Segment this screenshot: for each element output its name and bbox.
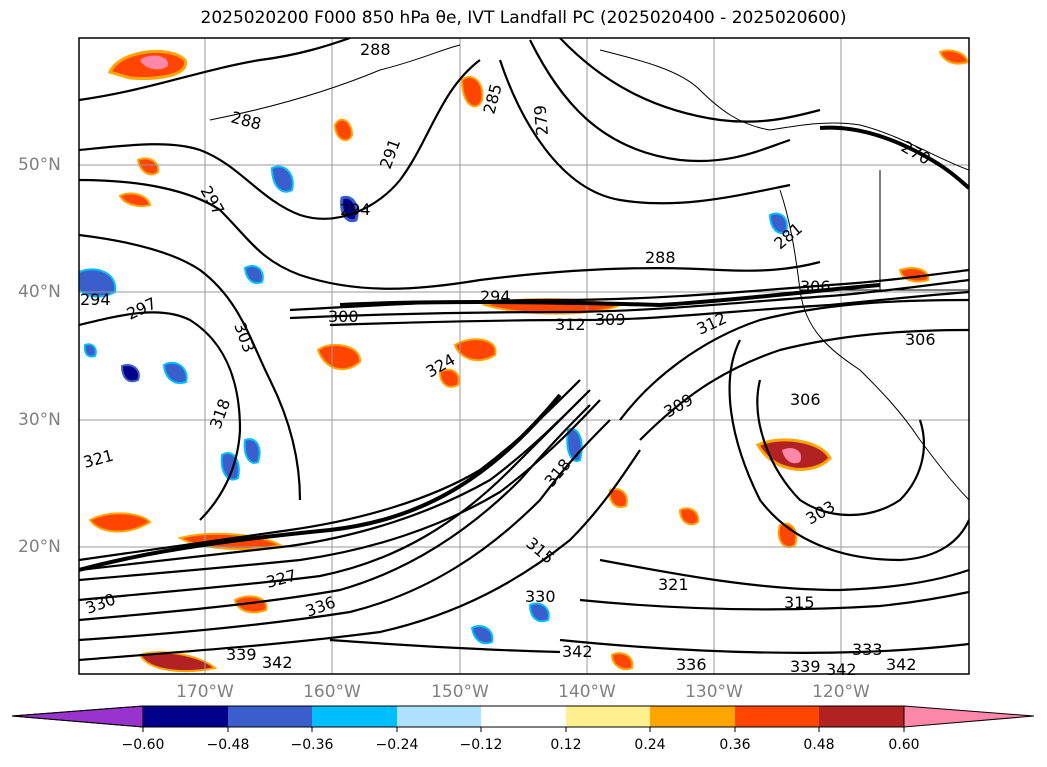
contour-label: 333 xyxy=(852,640,883,659)
lat-label: 50°N xyxy=(18,155,61,175)
contour-label: 342 xyxy=(886,655,917,674)
lon-label: 140°W xyxy=(558,682,616,702)
lon-label: 170°W xyxy=(176,682,234,702)
frontal-bundle xyxy=(79,125,969,572)
graticule xyxy=(79,38,969,674)
shaded-patches xyxy=(79,49,969,673)
contour-label: 294 xyxy=(480,287,511,306)
contour-label: 294 xyxy=(80,290,111,309)
lon-label: 160°W xyxy=(303,682,361,702)
plot-area xyxy=(79,38,969,674)
contour-label: 288 xyxy=(360,40,391,59)
plot-frame xyxy=(78,37,970,675)
contour-label: 342 xyxy=(562,642,593,661)
contour-label: 306 xyxy=(905,330,936,349)
lat-label: 20°N xyxy=(18,537,61,557)
colorbar-tick-label: 0.60 xyxy=(888,737,920,753)
contour-label: 309 xyxy=(595,310,626,329)
contour-label: 312 xyxy=(555,315,586,334)
colorbar-tick-label: −0.36 xyxy=(290,737,334,753)
contour-label: 294 xyxy=(340,200,371,219)
colorbar-tick-label: −0.48 xyxy=(206,737,250,753)
colorbar-tick-label: −0.60 xyxy=(121,737,165,753)
colorbar-tick-label: 0.36 xyxy=(719,737,751,753)
contour-label: 321 xyxy=(658,575,689,594)
contour-label: 339 xyxy=(226,645,257,664)
contour-label: 279 xyxy=(530,104,552,136)
map-title: 2025020200 F000 850 hPa θe, IVT Landfall… xyxy=(200,8,847,28)
colorbar-tick-label: 0.48 xyxy=(803,737,835,753)
contour-label: 342 xyxy=(262,653,293,672)
contour-label: 330 xyxy=(525,587,556,606)
lat-label: 40°N xyxy=(18,282,61,302)
lon-label: 130°W xyxy=(685,682,743,702)
colorbar-tick-label: 0.24 xyxy=(634,737,666,753)
lat-label: 30°N xyxy=(18,410,61,430)
contour-label: 336 xyxy=(676,655,707,674)
lon-label: 150°W xyxy=(431,682,489,702)
contour-label: 288 xyxy=(645,248,676,267)
contour-label: 306 xyxy=(800,277,831,296)
contour-label: 339 xyxy=(790,657,821,676)
colorbar-tick-label: −0.12 xyxy=(459,737,503,753)
contour-label: 306 xyxy=(790,390,821,409)
lon-label: 120°W xyxy=(812,682,870,702)
contour-label: 342 xyxy=(826,660,857,679)
contour-label: 315 xyxy=(784,593,815,612)
colorbar xyxy=(11,705,1035,732)
colorbar-tick-label: −0.24 xyxy=(375,737,419,753)
contour-label: 300 xyxy=(328,307,359,326)
colorbar-tick-label: 0.12 xyxy=(550,737,582,753)
